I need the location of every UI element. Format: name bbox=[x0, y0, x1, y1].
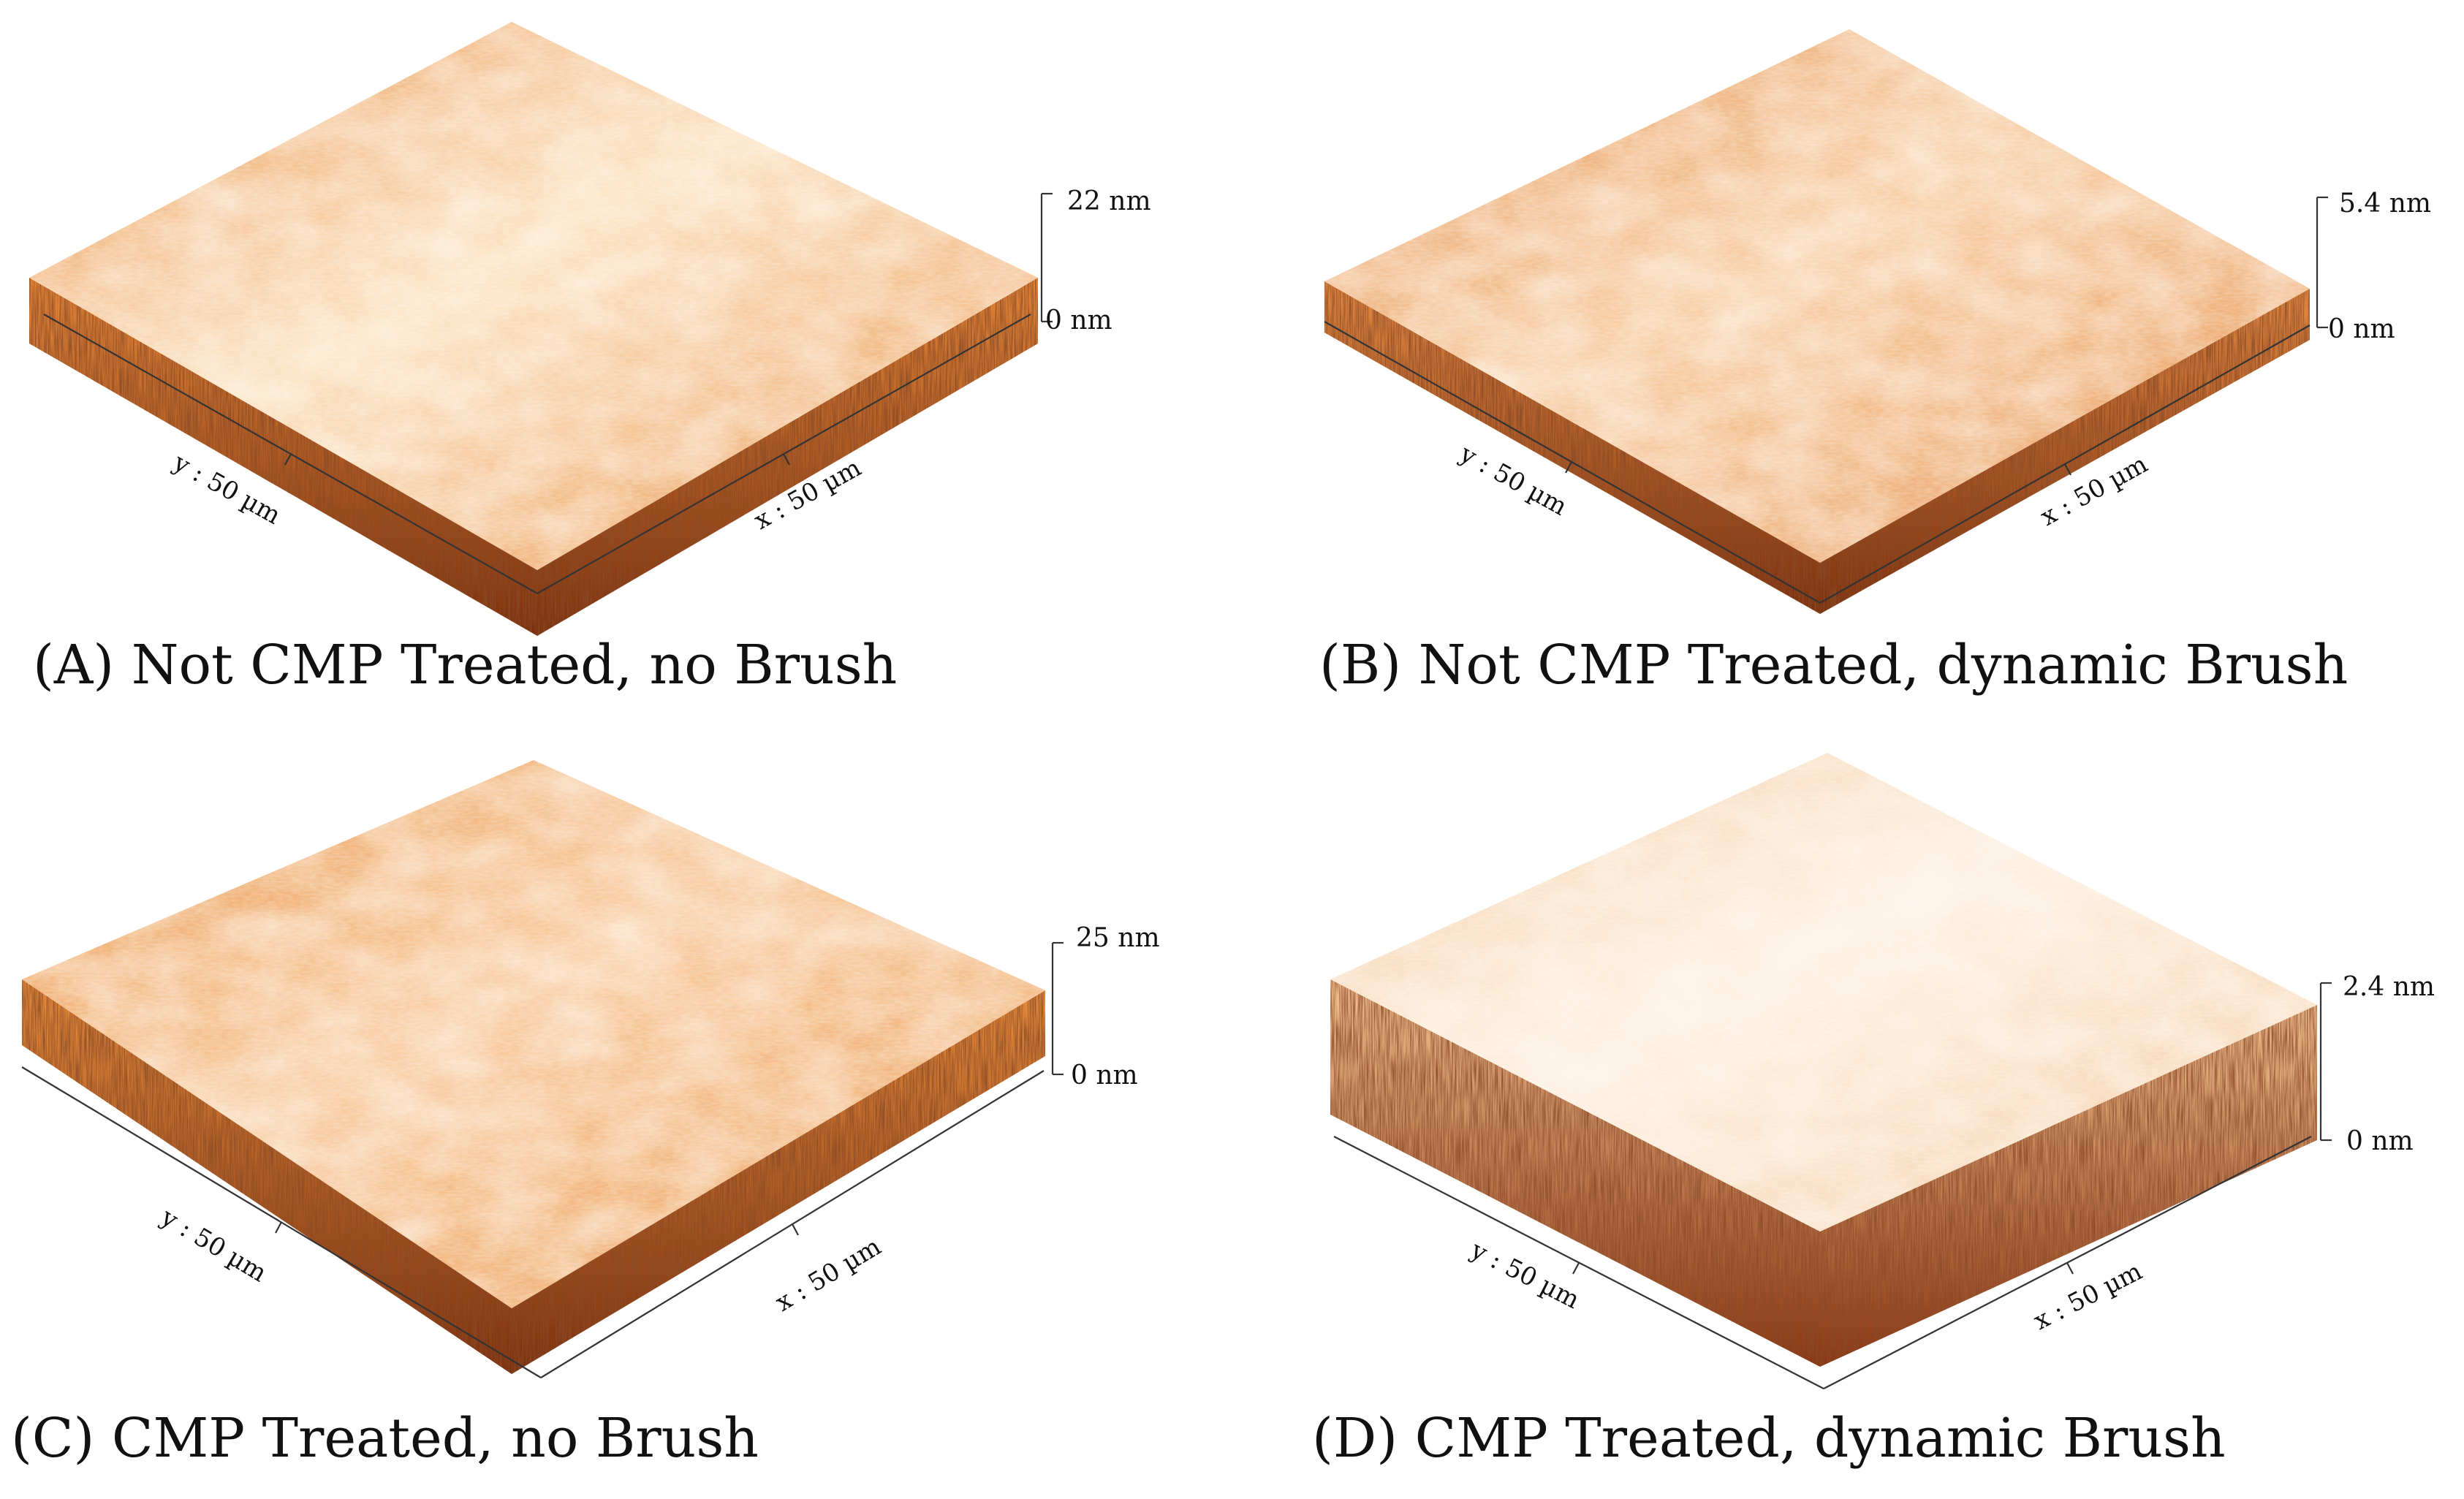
y-axis-line-b bbox=[1324, 321, 1821, 604]
panel-b: y : 50 µm x : 50 µm 5.4 nm 0 nm (B) Not … bbox=[1319, 29, 2431, 697]
caption-c: (C) CMP Treated, no Brush bbox=[11, 1407, 759, 1470]
panel-c: y : 50 µm x : 50 µm 25 nm 0 nm (C) CMP T… bbox=[11, 760, 1160, 1470]
y-axis-label-d: y : 50 µm bbox=[1466, 1235, 1584, 1315]
z-min-label-d: 0 nm bbox=[2346, 1126, 2414, 1156]
x-axis-tick-d bbox=[2066, 1262, 2074, 1275]
z-max-label-c: 25 nm bbox=[1076, 923, 1160, 953]
caption-d: (D) CMP Treated, dynamic Brush bbox=[1312, 1407, 2226, 1470]
z-max-label-a: 22 nm bbox=[1067, 186, 1151, 216]
z-max-label-d: 2.4 nm bbox=[2343, 972, 2435, 1002]
caption-a: (A) Not CMP Treated, no Brush bbox=[33, 634, 897, 697]
surface-c bbox=[22, 760, 1045, 1374]
panel-a: y : 50 µm x : 50 µm 22 nm 0 nm (A) Not C… bbox=[29, 22, 1151, 697]
panel-d: y : 50 µm x : 50 µm 2.4 nm 0 nm (D) CMP … bbox=[1312, 753, 2435, 1470]
x-axis-label-c: x : 50 µm bbox=[770, 1232, 886, 1318]
y-axis-tick-c bbox=[275, 1221, 282, 1234]
y-axis-tick-a bbox=[284, 453, 292, 466]
y-axis-line-d bbox=[1333, 1136, 1824, 1389]
surface-a bbox=[29, 22, 1038, 636]
z-min-label-c: 0 nm bbox=[1071, 1060, 1138, 1090]
z-min-label-b: 0 nm bbox=[2328, 314, 2395, 344]
z-max-label-b: 5.4 nm bbox=[2339, 189, 2431, 219]
x-axis-tick-a bbox=[783, 453, 790, 466]
surface-b bbox=[1324, 29, 2310, 614]
x-axis-line-d bbox=[1823, 1136, 2312, 1389]
x-axis-tick-c bbox=[792, 1223, 799, 1236]
y-axis-label-c: y : 50 µm bbox=[156, 1202, 272, 1289]
surface-d bbox=[1330, 753, 2317, 1367]
y-axis-tick-d bbox=[1572, 1262, 1580, 1275]
x-axis-tick-b bbox=[2064, 463, 2071, 476]
y-axis-tick-b bbox=[1565, 461, 1572, 474]
caption-b: (B) Not CMP Treated, dynamic Brush bbox=[1319, 634, 2348, 697]
z-min-label-a: 0 nm bbox=[1045, 306, 1112, 335]
x-axis-label-d: x : 50 µm bbox=[2029, 1256, 2147, 1336]
